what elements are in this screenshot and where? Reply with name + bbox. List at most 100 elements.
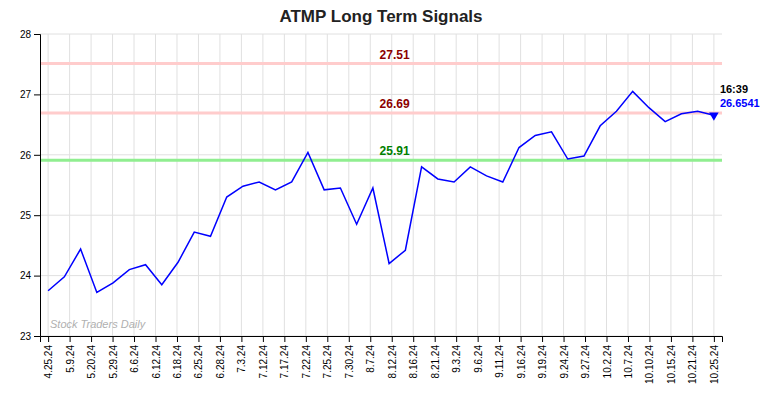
grid-line — [391, 34, 392, 336]
x-tick-mark — [349, 336, 350, 342]
x-tick: 6.25.24 — [193, 336, 204, 378]
grid-line — [305, 34, 306, 336]
grid-line — [69, 34, 70, 336]
plot-area — [40, 64, 722, 293]
y-tick-label: 27 — [20, 89, 32, 100]
x-tick-mark — [198, 336, 199, 342]
x-tick-mark — [499, 336, 500, 342]
last-point-marker — [709, 113, 719, 121]
x-tick: 6.18.24 — [172, 336, 183, 378]
grid-line — [348, 34, 349, 336]
x-tick-label: 10.7.24 — [623, 345, 634, 379]
x-tick-mark — [177, 336, 178, 342]
grid-line — [499, 34, 500, 336]
grid-line — [606, 34, 607, 336]
x-tick-label: 9.16.24 — [516, 345, 527, 379]
grid-line — [40, 34, 722, 35]
y-tick: 25 — [20, 210, 40, 221]
x-tick-mark — [413, 336, 414, 342]
x-tick-label: 7.12.24 — [258, 345, 269, 379]
x-tick-label: 9.19.24 — [537, 345, 548, 379]
x-tick: 5.9.24 — [65, 336, 76, 373]
y-tick: 26 — [20, 150, 40, 161]
x-tick-label: 10.10.24 — [644, 345, 655, 384]
level-label: 26.69 — [380, 97, 410, 111]
x-tick: 9.24.24 — [559, 336, 570, 378]
x-tick-mark — [542, 336, 543, 342]
grid-line — [434, 34, 435, 336]
x-tick-mark — [91, 336, 92, 342]
chart-container: 4.25.245.9.245.20.245.29.246.6.246.12.24… — [0, 0, 784, 398]
y-tick-mark — [34, 34, 40, 35]
x-tick-mark — [70, 336, 71, 342]
x-tick-mark — [306, 336, 307, 342]
last-point-label: 16:39 — [720, 83, 748, 95]
x-tick-label: 9.11.24 — [494, 345, 505, 378]
grid-line — [456, 34, 457, 336]
y-tick: 23 — [20, 331, 40, 342]
y-tick-mark — [34, 94, 40, 95]
chart-title: ATMP Long Term Signals — [279, 7, 482, 26]
grid-line — [692, 34, 693, 336]
x-tick-label: 10.25.24 — [709, 345, 720, 384]
grid-line — [91, 34, 92, 336]
x-tick-mark — [671, 336, 672, 342]
x-tick: 7.12.24 — [258, 336, 269, 378]
x-tick-mark — [585, 336, 586, 342]
x-tick-label: 9.24.24 — [559, 345, 570, 379]
x-tick-mark — [392, 336, 393, 342]
x-tick: 6.6.24 — [129, 336, 140, 373]
grid-line — [542, 34, 543, 336]
x-tick-label: 6.6.24 — [129, 345, 140, 373]
x-tick: 8.12.24 — [387, 336, 398, 378]
x-tick-label: 8.7.24 — [365, 345, 376, 373]
x-tick: 9.11.24 — [494, 336, 505, 378]
x-tick-label: 4.25.24 — [43, 345, 54, 379]
x-tick-label: 7.22.24 — [301, 345, 312, 379]
grid-line — [219, 34, 220, 336]
x-tick: 7.30.24 — [344, 336, 355, 378]
x-tick-mark — [607, 336, 608, 342]
y-tick: 27 — [20, 89, 40, 100]
grid-line — [176, 34, 177, 336]
level-label: 27.51 — [380, 48, 410, 62]
y-axis-line — [34, 35, 41, 337]
x-tick-label: 7.17.24 — [279, 345, 290, 379]
x-tick-mark — [435, 336, 436, 342]
x-tick-mark — [456, 336, 457, 342]
grid-line — [649, 34, 650, 336]
x-tick-label: 8.16.24 — [408, 345, 419, 379]
x-tick-label: 7.25.24 — [322, 345, 333, 379]
x-tick-mark — [628, 336, 629, 342]
grid-line — [670, 34, 671, 336]
x-tick-label: 6.28.24 — [215, 345, 226, 379]
grid-line — [134, 34, 135, 336]
chart: 4.25.245.9.245.20.245.29.246.6.246.12.24… — [0, 0, 784, 398]
level-line — [40, 62, 722, 65]
x-tick: 9.16.24 — [516, 336, 527, 378]
grid-line — [563, 34, 564, 336]
x-tick: 5.20.24 — [86, 336, 97, 378]
x-tick-label: 9.6.24 — [473, 345, 484, 373]
grid-line — [477, 34, 478, 336]
level-line — [40, 112, 722, 115]
x-tick: 10.2.24 — [602, 336, 613, 378]
x-tick-mark — [241, 336, 242, 342]
x-tick-mark — [692, 336, 693, 342]
x-tick: 6.28.24 — [215, 336, 226, 378]
x-tick: 7.25.24 — [322, 336, 333, 378]
x-tick: 10.21.24 — [687, 336, 698, 384]
x-axis-line — [41, 337, 723, 343]
x-tick: 10.10.24 — [644, 336, 655, 384]
x-tick-mark — [113, 336, 114, 342]
grid-line — [241, 34, 242, 336]
x-tick-label: 5.20.24 — [86, 345, 97, 379]
x-tick-label: 9.27.24 — [580, 345, 591, 379]
x-tick-mark — [370, 336, 371, 342]
x-tick: 7.17.24 — [279, 336, 290, 378]
grid-line — [198, 34, 199, 336]
x-tick-label: 9.3.24 — [451, 345, 462, 373]
x-tick-mark — [714, 336, 715, 342]
grid-line — [585, 34, 586, 336]
x-tick-label: 10.2.24 — [602, 345, 613, 379]
